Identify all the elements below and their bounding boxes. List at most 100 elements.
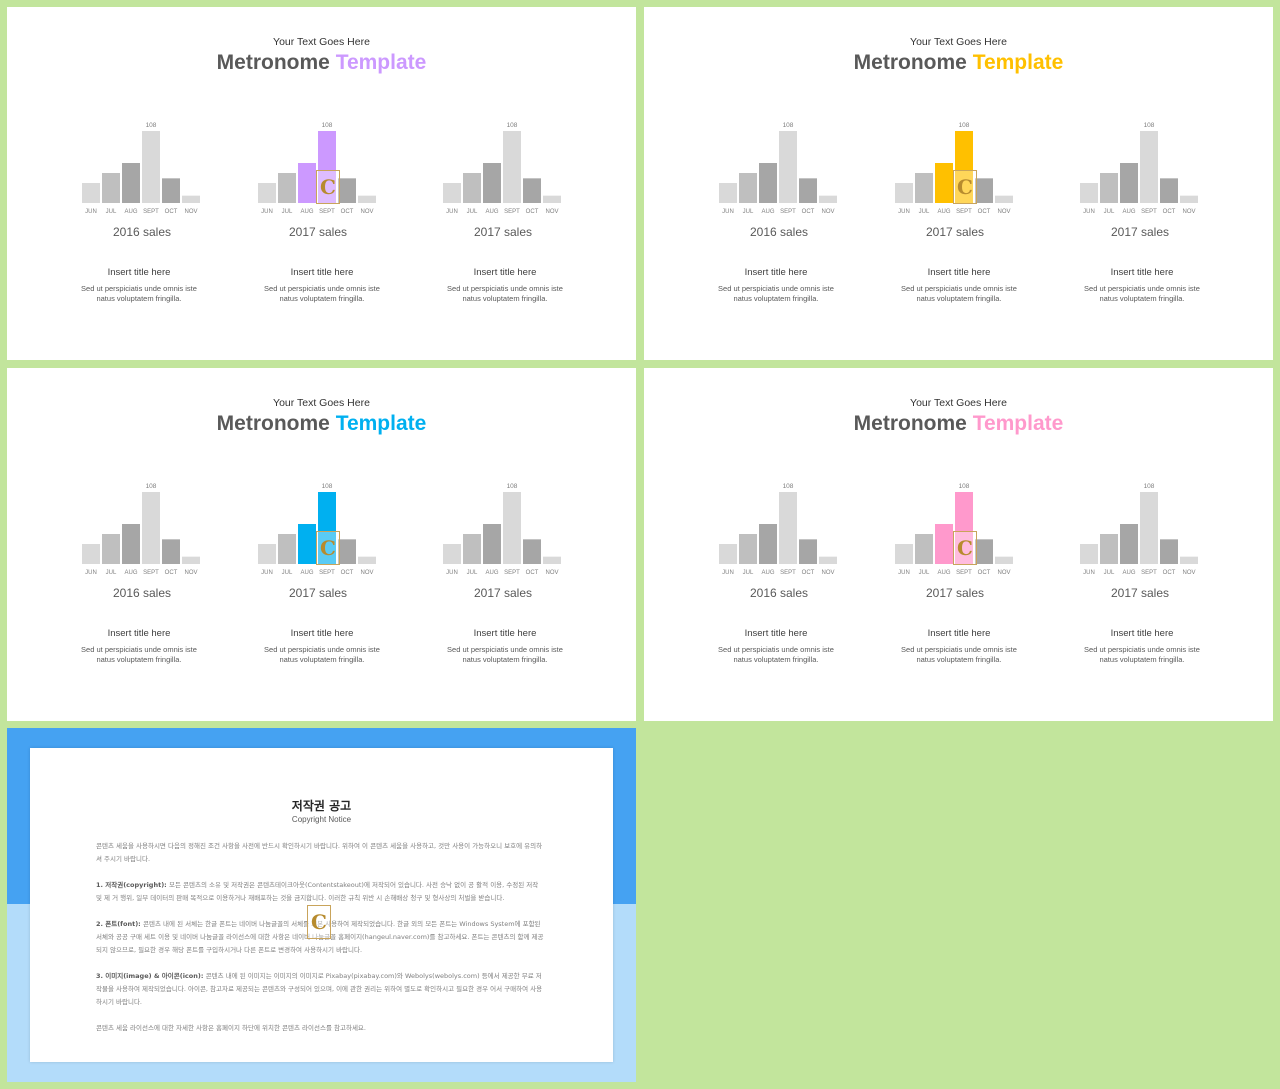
- chart-label: 2016 sales: [749, 225, 809, 239]
- title-accent: Template: [335, 51, 427, 74]
- title-accent: Template: [972, 412, 1064, 435]
- bar-chart: JUN JUL AUG SEPT 108 OCT NOV 2016 sales: [82, 468, 222, 600]
- tick-label: NOV: [1182, 570, 1195, 576]
- tick-label: JUN: [722, 570, 734, 576]
- tick-label: OCT: [1163, 570, 1176, 576]
- chart-label: 2017 sales: [1110, 586, 1170, 600]
- bar-chart: JUN JUL AUG SEPT 108 OCT NOV 2017 sales: [1080, 468, 1220, 600]
- chart-label: 2017 sales: [925, 225, 985, 239]
- watermark-logo-icon: C: [953, 531, 977, 565]
- tick-label: AUG: [1122, 570, 1135, 576]
- bar-oct: [1160, 178, 1178, 203]
- block-description: Sed ut perspiciatis unde omnis iste natu…: [1084, 645, 1200, 664]
- block-title: Insert title here: [927, 267, 991, 278]
- bar-nov: [358, 556, 376, 564]
- bar-chart-svg: JUN JUL AUG SEPT 108 OCT NOV: [258, 483, 376, 576]
- bar-sept: [1140, 131, 1158, 203]
- notice-paragraph: 2. 폰트(font): 콘텐츠 내에 된 서체는 한글 폰트는 네이버 나눔글…: [96, 920, 544, 954]
- bar-aug: [122, 524, 140, 564]
- block-description: Sed ut perspiciatis unde omnis iste natu…: [718, 645, 834, 664]
- bar-nov: [182, 195, 200, 203]
- tick-label: OCT: [526, 209, 539, 215]
- data-label: 108: [322, 483, 333, 490]
- bar-jun: [719, 183, 737, 203]
- bar-nov: [819, 195, 837, 203]
- bar-nov: [1180, 556, 1198, 564]
- bar-aug: [935, 524, 953, 564]
- bar-jul: [1100, 534, 1118, 564]
- bar-jul: [739, 173, 757, 203]
- tick-label: AUG: [761, 209, 774, 215]
- data-label: 108: [959, 122, 970, 129]
- bar-nov: [543, 195, 561, 203]
- bar-chart-svg: JUN JUL AUG SEPT 108 OCT NOV: [895, 483, 1013, 576]
- block-title: Insert title here: [927, 628, 991, 639]
- tick-label: OCT: [165, 570, 178, 576]
- tick-label: SEPT: [956, 570, 972, 576]
- bar-aug: [1120, 163, 1138, 203]
- tick-label: JUL: [743, 209, 754, 215]
- notice-paragraph: 1. 저작권(copyright): 모든 콘텐츠의 소유 및 저작권은 콘텐츠…: [96, 881, 539, 902]
- title-main: Metronome: [216, 412, 330, 435]
- bar-chart-svg: JUN JUL AUG SEPT 108 OCT NOV: [82, 483, 200, 576]
- tick-label: NOV: [997, 570, 1010, 576]
- bar-aug: [483, 524, 501, 564]
- bar-sept: [779, 492, 797, 564]
- block-title: Insert title here: [290, 628, 354, 639]
- chart-label: 2017 sales: [473, 225, 533, 239]
- text-block: Insert title here Sed ut perspiciatis und…: [242, 267, 402, 304]
- bar-sept: [503, 492, 521, 564]
- bar-jul: [463, 173, 481, 203]
- text-block: Insert title here Sed ut perspiciatis und…: [59, 267, 219, 304]
- slide-title: Metronome Template: [644, 51, 1273, 75]
- slide-2: Your Text Goes Here Metronome Template JUN…: [644, 7, 1273, 360]
- tick-label: OCT: [341, 570, 354, 576]
- tick-label: SEPT: [143, 209, 159, 215]
- block-description: Sed ut perspiciatis unde omnis iste natu…: [718, 284, 834, 303]
- bar-jul: [915, 534, 933, 564]
- bar-nov: [1180, 195, 1198, 203]
- bar-chart: JUN JUL AUG SEPT 108 OCT NOV 2017 sales C: [895, 468, 1035, 600]
- tick-label: AUG: [300, 570, 313, 576]
- tick-label: SEPT: [143, 570, 159, 576]
- bar-jun: [1080, 183, 1098, 203]
- tick-label: AUG: [485, 570, 498, 576]
- chart-label: 2017 sales: [288, 586, 348, 600]
- watermark-logo-icon: C: [316, 170, 340, 204]
- bar-chart-svg: JUN JUL AUG SEPT 108 OCT NOV: [719, 122, 837, 215]
- bar-chart: JUN JUL AUG SEPT 108 OCT NOV 2016 sales: [719, 468, 859, 600]
- bar-chart-svg: JUN JUL AUG SEPT 108 OCT NOV: [443, 483, 561, 576]
- slide-title: Metronome Template: [7, 412, 636, 436]
- bar-jun: [82, 544, 100, 564]
- watermark-logo-icon: C: [316, 531, 340, 565]
- data-label: 108: [783, 483, 794, 490]
- bar-chart: JUN JUL AUG SEPT 108 OCT NOV 2017 sales C: [258, 468, 398, 600]
- bar-sept: [142, 131, 160, 203]
- tick-label: JUL: [1104, 570, 1115, 576]
- bar-aug: [483, 163, 501, 203]
- data-label: 108: [322, 122, 333, 129]
- tick-label: JUL: [467, 570, 478, 576]
- bar-chart: JUN JUL AUG SEPT 108 OCT NOV 2017 sales: [1080, 107, 1220, 239]
- block-title: Insert title here: [107, 267, 171, 278]
- data-label: 108: [1144, 122, 1155, 129]
- text-block: Insert title here Sed ut perspiciatis und…: [879, 628, 1039, 665]
- tick-label: NOV: [997, 209, 1010, 215]
- bar-sept: [503, 131, 521, 203]
- block-description: Sed ut perspiciatis unde omnis iste natu…: [264, 284, 380, 303]
- bar-jun: [719, 544, 737, 564]
- slide-subtitle: Your Text Goes Here: [273, 36, 370, 48]
- bar-chart: JUN JUL AUG SEPT 108 OCT NOV 2016 sales: [82, 107, 222, 239]
- slide-subtitle: Your Text Goes Here: [910, 36, 1007, 48]
- bar-jul: [915, 173, 933, 203]
- tick-label: JUN: [1083, 570, 1095, 576]
- tick-label: OCT: [526, 570, 539, 576]
- chart-label: 2017 sales: [473, 586, 533, 600]
- data-label: 108: [507, 483, 518, 490]
- notice-title: 저작권 공고: [291, 799, 352, 813]
- bar-nov: [819, 556, 837, 564]
- tick-label: JUL: [743, 570, 754, 576]
- title-accent: Template: [972, 51, 1064, 74]
- bar-oct: [523, 539, 541, 564]
- bar-chart-svg: JUN JUL AUG SEPT 108 OCT NOV: [1080, 122, 1198, 215]
